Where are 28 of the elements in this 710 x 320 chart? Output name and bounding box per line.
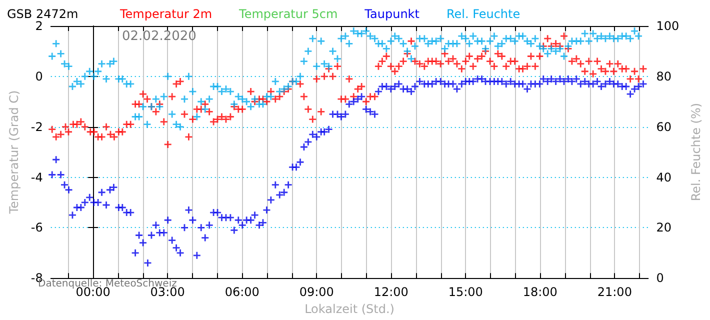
x-tick-label: 06:00 <box>224 285 260 300</box>
y2-tick-label: 0 <box>656 271 664 286</box>
y-axis-title: Temperatur (Grad C) <box>7 90 21 215</box>
series-label: Rel. Feuchte <box>446 7 520 21</box>
x-tick-label: 03:00 <box>150 285 185 300</box>
legend-label: Temperatur 5cm <box>238 7 338 21</box>
y2-tick-label: 80 <box>656 69 672 84</box>
x-tick-label: 09:00 <box>299 285 334 300</box>
y2-tick-label: 60 <box>656 120 672 134</box>
y-tick-label: -6 <box>30 220 43 235</box>
x-tick-label: 12:00 <box>374 285 408 300</box>
x-tick-label: 21:00 <box>597 285 632 300</box>
x-tick-label: 15:00 <box>448 285 483 300</box>
text: Temperatur 2m <box>119 7 212 21</box>
y-tick-label: -2 <box>30 120 43 134</box>
x-tick-label: 18:00 <box>522 285 558 300</box>
chart-title: GSB 2472m <box>7 7 78 21</box>
y-tick-label: -4 <box>30 170 43 184</box>
x-tick-label: 00:00 <box>76 285 110 300</box>
y-tick-label: 0 <box>35 69 43 84</box>
x-axis-title: Lokalzeit (Std.) <box>304 302 394 316</box>
y2-tick-label: 100 <box>656 19 680 33</box>
text: Taupunkt <box>364 7 420 21</box>
y2-tick-label: 20 <box>656 220 672 235</box>
annotation: 02.02.2020 <box>122 29 196 44</box>
y-tick-label: 2 <box>35 19 43 33</box>
y2-axis-title: Rel. Feuchte (%) <box>689 102 703 202</box>
y2-tick-label: 40 <box>656 170 672 184</box>
